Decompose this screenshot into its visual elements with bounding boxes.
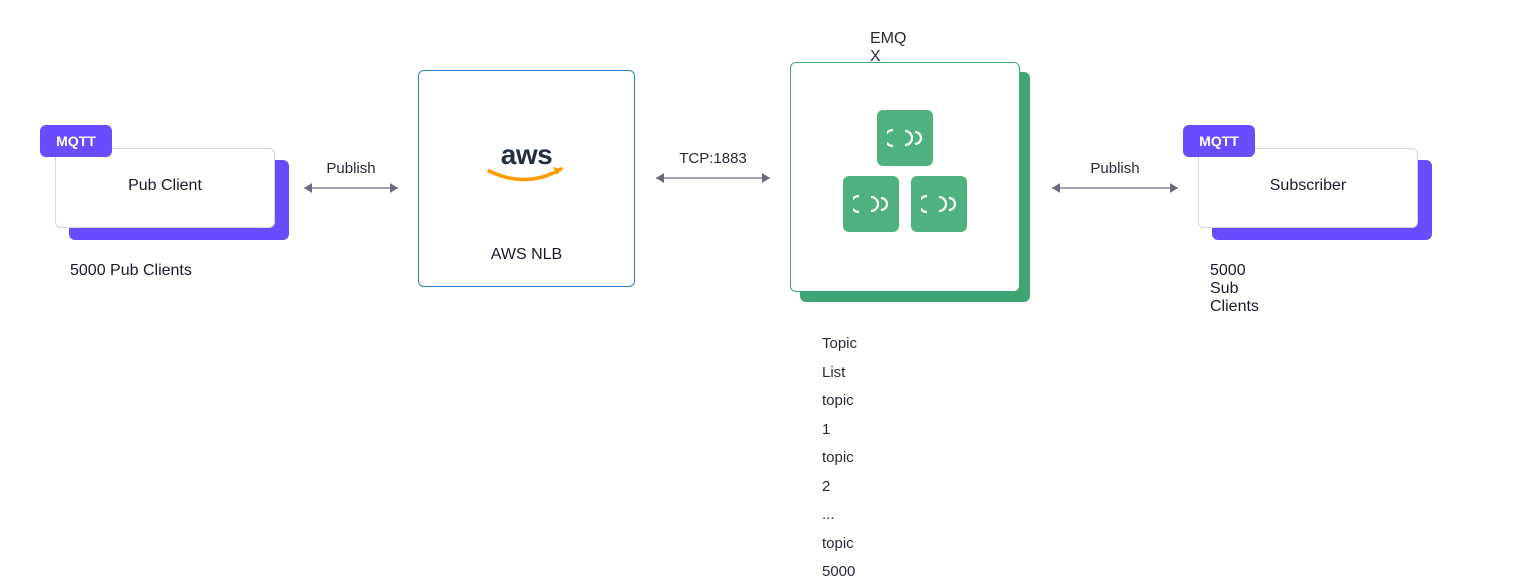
- topic-list: Topic List topic 1 topic 2 ... topic 500…: [822, 330, 857, 587]
- arrow-aws-to-emqx: [648, 170, 778, 186]
- pub-card: Pub Client: [55, 148, 275, 228]
- aws-card: aws AWS NLB: [418, 70, 635, 287]
- topic-item: topic 2: [822, 444, 857, 501]
- arrow-pub-to-aws: [296, 180, 406, 196]
- sub-card: Subscriber: [1198, 148, 1418, 228]
- emqx-card: [790, 62, 1020, 292]
- arrow-label-2: TCP:1883: [648, 150, 778, 167]
- pub-mqtt-badge: MQTT: [40, 125, 112, 157]
- topic-item: topic 1: [822, 387, 857, 444]
- arrow-label-3: Publish: [1044, 160, 1186, 177]
- arrow-emqx-to-sub: [1044, 180, 1186, 196]
- aws-label: AWS NLB: [419, 246, 634, 264]
- topic-item: topic 5000: [822, 530, 857, 587]
- topic-item: ...: [822, 501, 857, 530]
- emqx-node-icon-1: [877, 110, 933, 166]
- topic-list-header: Topic List: [822, 330, 857, 387]
- pub-title: Pub Client: [56, 177, 274, 195]
- sub-mqtt-badge: MQTT: [1183, 125, 1255, 157]
- arrow-label-1: Publish: [296, 160, 406, 177]
- sub-caption: 5000 Sub Clients: [1210, 262, 1259, 316]
- pub-caption: 5000 Pub Clients: [70, 262, 192, 280]
- aws-logo-icon: aws: [419, 139, 634, 196]
- architecture-diagram: Pub Client MQTT 5000 Pub Clients aws AWS…: [0, 0, 1520, 512]
- subscriber-node: Subscriber MQTT 5000 Sub Clients: [0, 0, 220, 80]
- emqx-node-icon-3: [911, 176, 967, 232]
- emqx-node-icon-2: [843, 176, 899, 232]
- sub-title: Subscriber: [1199, 177, 1417, 195]
